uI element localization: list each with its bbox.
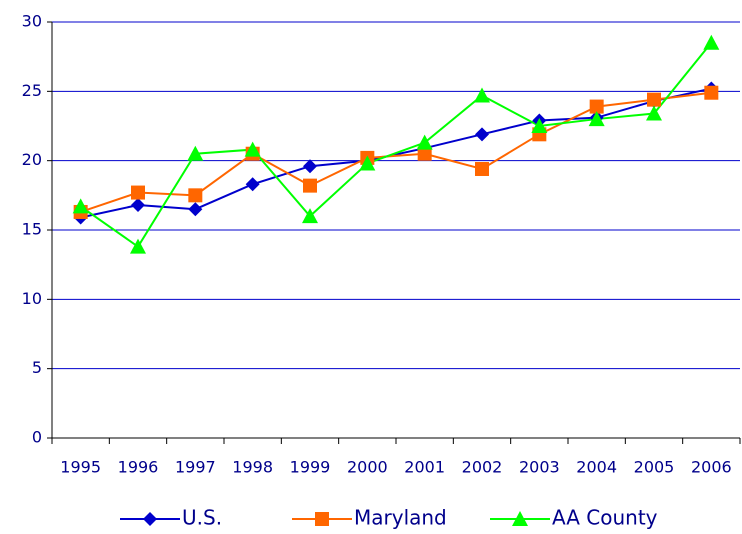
x-tick-label: 2005: [634, 458, 675, 477]
x-tick-label: 2006: [691, 458, 732, 477]
x-tick-label: 2003: [519, 458, 560, 477]
marker: [245, 177, 260, 192]
x-tick-label: 1995: [60, 458, 101, 477]
x-tick-label: 2000: [347, 458, 388, 477]
x-tick-label: 1997: [175, 458, 216, 477]
marker: [647, 92, 661, 107]
marker: [72, 198, 89, 214]
marker: [512, 511, 528, 526]
y-tick-label: 25: [22, 81, 42, 100]
x-tick-label: 1996: [118, 458, 159, 477]
marker: [417, 146, 432, 161]
legend-label: U.S.: [182, 506, 222, 530]
marker: [359, 155, 376, 171]
marker: [704, 85, 719, 100]
marker: [475, 127, 489, 142]
marker: [475, 161, 489, 176]
x-tick-label: 1999: [290, 458, 331, 477]
marker: [131, 198, 145, 213]
marker: [244, 141, 261, 157]
y-tick-label: 0: [32, 428, 42, 447]
series-line: [80, 87, 712, 219]
x-tick-label: 2001: [404, 458, 445, 477]
y-tick-label: 15: [22, 220, 42, 239]
x-tick-label: 1998: [232, 458, 273, 477]
y-tick-label: 20: [22, 150, 42, 169]
marker: [131, 185, 145, 200]
marker: [416, 134, 433, 150]
series-line: [80, 91, 712, 213]
marker: [187, 145, 204, 161]
marker: [303, 159, 317, 174]
marker: [589, 99, 604, 114]
series-line: [80, 42, 713, 249]
marker: [130, 238, 146, 254]
marker: [315, 512, 329, 526]
x-tick-label: 2004: [576, 458, 617, 477]
marker: [703, 34, 720, 50]
x-tick-label: 2002: [462, 458, 503, 477]
marker: [143, 512, 157, 526]
legend-label: AA County: [552, 506, 658, 530]
legend-label: Maryland: [354, 506, 447, 530]
y-tick-label: 5: [32, 358, 42, 377]
marker: [588, 111, 605, 127]
marker: [303, 178, 317, 193]
marker: [188, 188, 203, 203]
marker: [531, 118, 548, 133]
y-tick-label: 30: [22, 12, 42, 31]
marker: [646, 105, 662, 121]
marker: [188, 202, 203, 217]
y-tick-label: 10: [22, 289, 42, 308]
marker: [474, 87, 490, 103]
legend: U.S. Maryland AA County: [120, 506, 658, 530]
marker: [302, 208, 318, 224]
